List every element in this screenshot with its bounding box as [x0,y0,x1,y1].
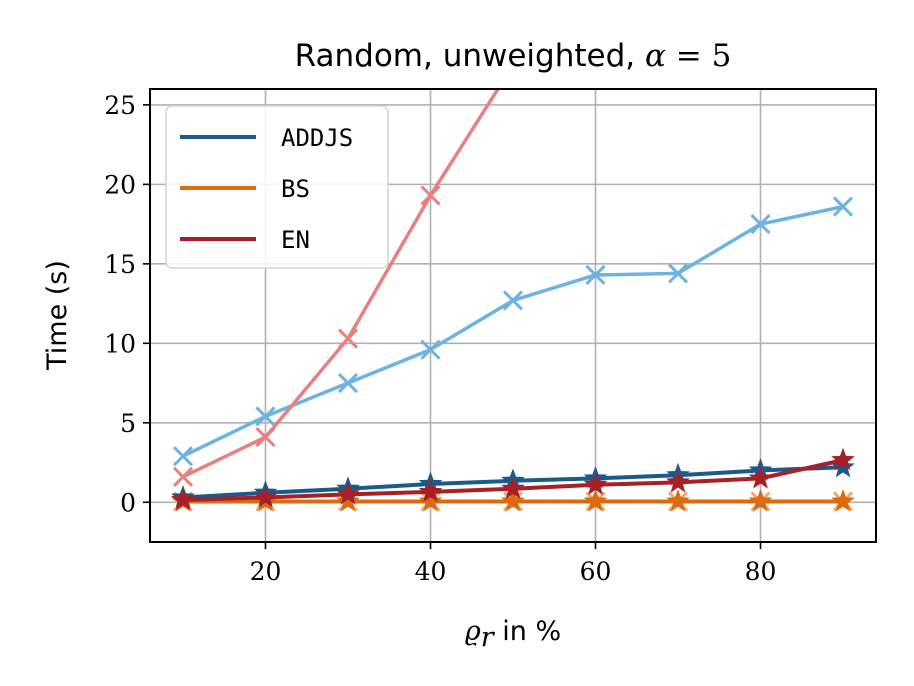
data-point-star-marker [501,489,525,512]
series-en [171,447,855,510]
data-point-x-marker [832,196,854,217]
x-axis-label: ϱr in % [465,616,561,653]
data-point-star-marker [583,472,608,495]
data-point-x-marker [420,185,441,206]
x-tick-label: 40 [415,557,447,586]
data-point-x-marker [502,290,524,311]
chart-title: Random, unweighted, α = 5 [295,38,732,74]
data-point-x-marker [585,264,606,286]
data-point-x-marker [255,427,276,448]
data-point-star-marker [336,481,360,505]
legend-label-en: EN [281,226,310,254]
y-tick-label: 0 [120,488,136,517]
data-point-x-marker [172,466,194,487]
data-point-x-marker [337,372,359,394]
x-tick-label: 60 [580,557,612,586]
y-tick-label: 5 [120,409,136,438]
legend-box [165,105,389,269]
plot-frame [149,88,877,543]
data-point-star-marker [831,447,855,471]
data-point-x-marker [337,328,359,349]
data-point-star-marker [501,476,525,499]
data-point-x-marker [667,263,689,284]
legend-label-bs: BS [281,175,310,203]
data-point-star-marker [583,489,608,512]
data-point-x-marker [420,339,441,360]
data-point-star-marker [666,489,690,512]
data-point-star-marker [748,465,773,489]
data-point-x-marker [255,406,276,427]
y-tick-label: 25 [104,91,136,120]
tick-labels: 20 40 60 80 0 5 10 15 20 25 [104,91,776,586]
y-axis-label: Time (s) [42,260,73,371]
data-point-star-marker [171,487,195,510]
series-series-6 [172,89,500,487]
series-layer [171,89,855,512]
data-point-star-marker [253,485,278,508]
y-tick-label: 15 [104,250,136,279]
axis-ticks [143,104,762,549]
y-tick-label: 20 [104,170,136,199]
data-point-star-marker [418,489,443,512]
data-point-star-marker [666,469,690,493]
data-point-x-marker [172,446,194,467]
data-point-star-marker [418,479,443,502]
data-point-star-marker [748,489,773,512]
x-tick-label: 80 [745,557,777,586]
data-point-x-marker [750,214,771,235]
y-tick-label: 10 [104,329,136,358]
x-tick-label: 20 [250,557,282,586]
legend-label-addjs: ADDJS [281,124,353,152]
data-point-star-marker [831,489,855,512]
legend: ADDJS BS EN [165,105,389,269]
data-point-star-marker [336,489,360,512]
